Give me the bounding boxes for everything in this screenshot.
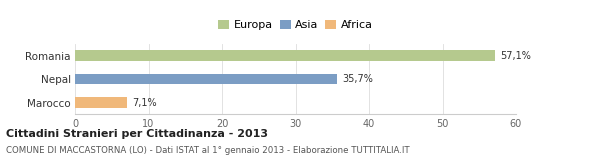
Text: 35,7%: 35,7% <box>343 74 373 84</box>
Bar <box>75 74 337 84</box>
Bar <box>75 97 127 108</box>
Text: 57,1%: 57,1% <box>500 51 531 61</box>
Text: 7,1%: 7,1% <box>133 98 157 108</box>
Legend: Europa, Asia, Africa: Europa, Asia, Africa <box>214 16 377 35</box>
Text: Cittadini Stranieri per Cittadinanza - 2013: Cittadini Stranieri per Cittadinanza - 2… <box>6 129 268 139</box>
Bar <box>75 50 494 61</box>
Text: COMUNE DI MACCASTORNA (LO) - Dati ISTAT al 1° gennaio 2013 - Elaborazione TUTTIT: COMUNE DI MACCASTORNA (LO) - Dati ISTAT … <box>6 146 410 155</box>
